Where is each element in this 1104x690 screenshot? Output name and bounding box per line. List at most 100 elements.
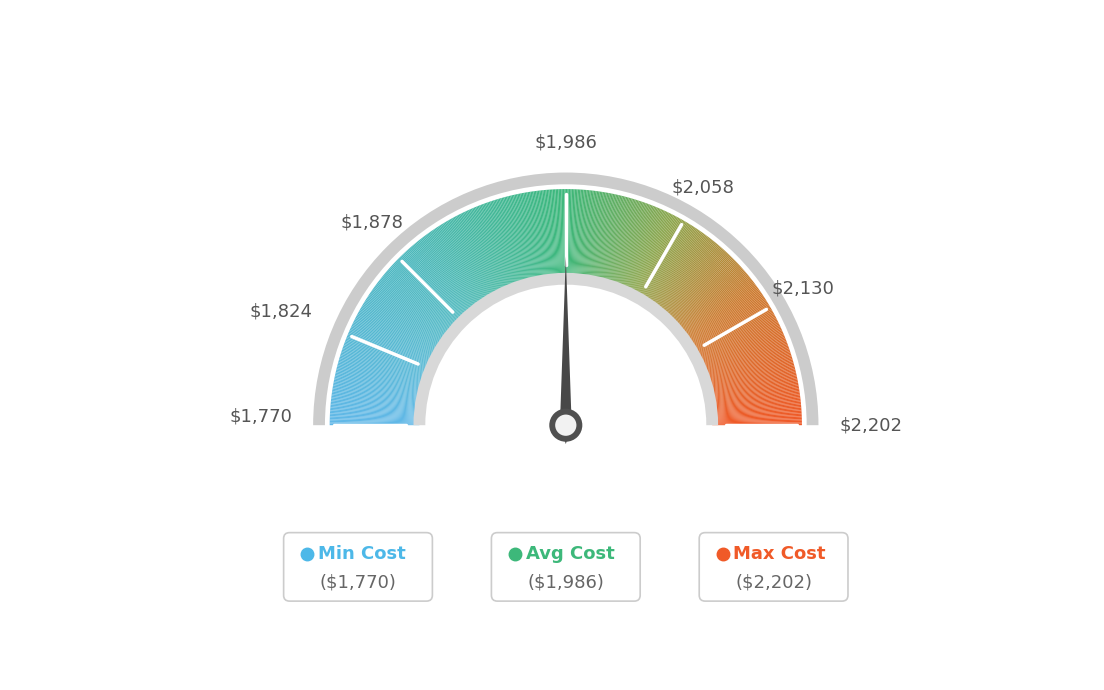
Wedge shape <box>413 244 471 313</box>
Wedge shape <box>446 221 492 299</box>
Wedge shape <box>710 381 798 399</box>
Wedge shape <box>474 207 509 290</box>
Wedge shape <box>692 308 772 353</box>
Wedge shape <box>368 295 444 345</box>
Wedge shape <box>556 189 561 279</box>
Wedge shape <box>698 322 778 362</box>
Wedge shape <box>678 273 746 331</box>
Wedge shape <box>337 368 424 391</box>
Wedge shape <box>629 212 669 293</box>
Wedge shape <box>701 335 785 371</box>
Wedge shape <box>332 391 421 405</box>
Wedge shape <box>448 219 493 298</box>
Text: $2,202: $2,202 <box>840 416 903 434</box>
Wedge shape <box>679 275 749 333</box>
Wedge shape <box>314 172 818 425</box>
Wedge shape <box>420 239 476 310</box>
Wedge shape <box>461 213 502 294</box>
Wedge shape <box>342 348 427 378</box>
Wedge shape <box>680 277 751 334</box>
Wedge shape <box>344 341 429 374</box>
Text: $2,058: $2,058 <box>671 179 734 197</box>
Wedge shape <box>487 202 518 287</box>
Wedge shape <box>505 197 529 284</box>
Wedge shape <box>708 368 795 391</box>
Wedge shape <box>566 189 567 279</box>
Wedge shape <box>576 190 585 279</box>
Wedge shape <box>709 371 796 393</box>
Wedge shape <box>331 393 421 406</box>
Wedge shape <box>452 217 496 297</box>
Wedge shape <box>460 213 501 295</box>
Wedge shape <box>710 384 798 400</box>
Wedge shape <box>455 216 498 296</box>
Wedge shape <box>370 293 445 344</box>
Wedge shape <box>354 318 435 359</box>
Wedge shape <box>330 406 420 414</box>
Wedge shape <box>687 291 761 343</box>
Wedge shape <box>701 333 784 368</box>
Wedge shape <box>689 296 764 346</box>
Wedge shape <box>389 268 457 328</box>
Wedge shape <box>543 190 553 279</box>
Wedge shape <box>569 189 572 279</box>
Wedge shape <box>598 195 620 283</box>
Wedge shape <box>479 205 512 289</box>
Wedge shape <box>658 242 716 313</box>
Wedge shape <box>463 212 502 293</box>
Wedge shape <box>514 195 534 282</box>
Wedge shape <box>656 239 712 310</box>
Wedge shape <box>350 328 432 366</box>
Wedge shape <box>332 387 422 402</box>
Wedge shape <box>564 189 566 279</box>
Wedge shape <box>347 335 431 371</box>
Wedge shape <box>331 395 421 408</box>
Text: $1,824: $1,824 <box>250 302 312 320</box>
Wedge shape <box>528 192 543 281</box>
FancyBboxPatch shape <box>699 533 848 601</box>
Wedge shape <box>590 193 606 281</box>
Wedge shape <box>330 411 420 417</box>
Wedge shape <box>708 364 794 388</box>
Wedge shape <box>386 270 455 330</box>
Wedge shape <box>712 406 802 414</box>
Wedge shape <box>456 215 499 295</box>
Wedge shape <box>622 207 657 290</box>
Wedge shape <box>510 195 532 283</box>
Wedge shape <box>636 218 681 297</box>
Wedge shape <box>682 282 754 337</box>
Wedge shape <box>712 424 802 425</box>
Wedge shape <box>501 197 527 284</box>
Wedge shape <box>336 369 424 391</box>
Wedge shape <box>330 404 420 413</box>
Wedge shape <box>378 282 449 337</box>
Wedge shape <box>339 359 425 385</box>
Wedge shape <box>660 244 719 313</box>
Wedge shape <box>646 228 696 303</box>
Wedge shape <box>669 258 734 322</box>
Wedge shape <box>476 206 511 290</box>
Wedge shape <box>368 296 443 346</box>
Wedge shape <box>349 331 432 368</box>
Wedge shape <box>416 241 474 312</box>
Wedge shape <box>649 230 701 305</box>
Wedge shape <box>691 304 769 351</box>
Wedge shape <box>534 191 548 280</box>
Wedge shape <box>712 411 802 417</box>
Wedge shape <box>545 190 554 279</box>
Wedge shape <box>431 230 482 305</box>
Wedge shape <box>634 216 677 296</box>
Wedge shape <box>559 189 562 279</box>
Wedge shape <box>712 416 802 421</box>
Wedge shape <box>696 315 775 358</box>
Wedge shape <box>480 204 513 288</box>
Wedge shape <box>340 354 426 382</box>
Wedge shape <box>352 324 434 363</box>
Wedge shape <box>687 293 762 344</box>
Wedge shape <box>529 192 544 281</box>
Wedge shape <box>655 238 711 310</box>
Wedge shape <box>694 311 774 355</box>
Wedge shape <box>364 301 442 349</box>
Wedge shape <box>694 313 774 356</box>
Wedge shape <box>624 208 661 291</box>
